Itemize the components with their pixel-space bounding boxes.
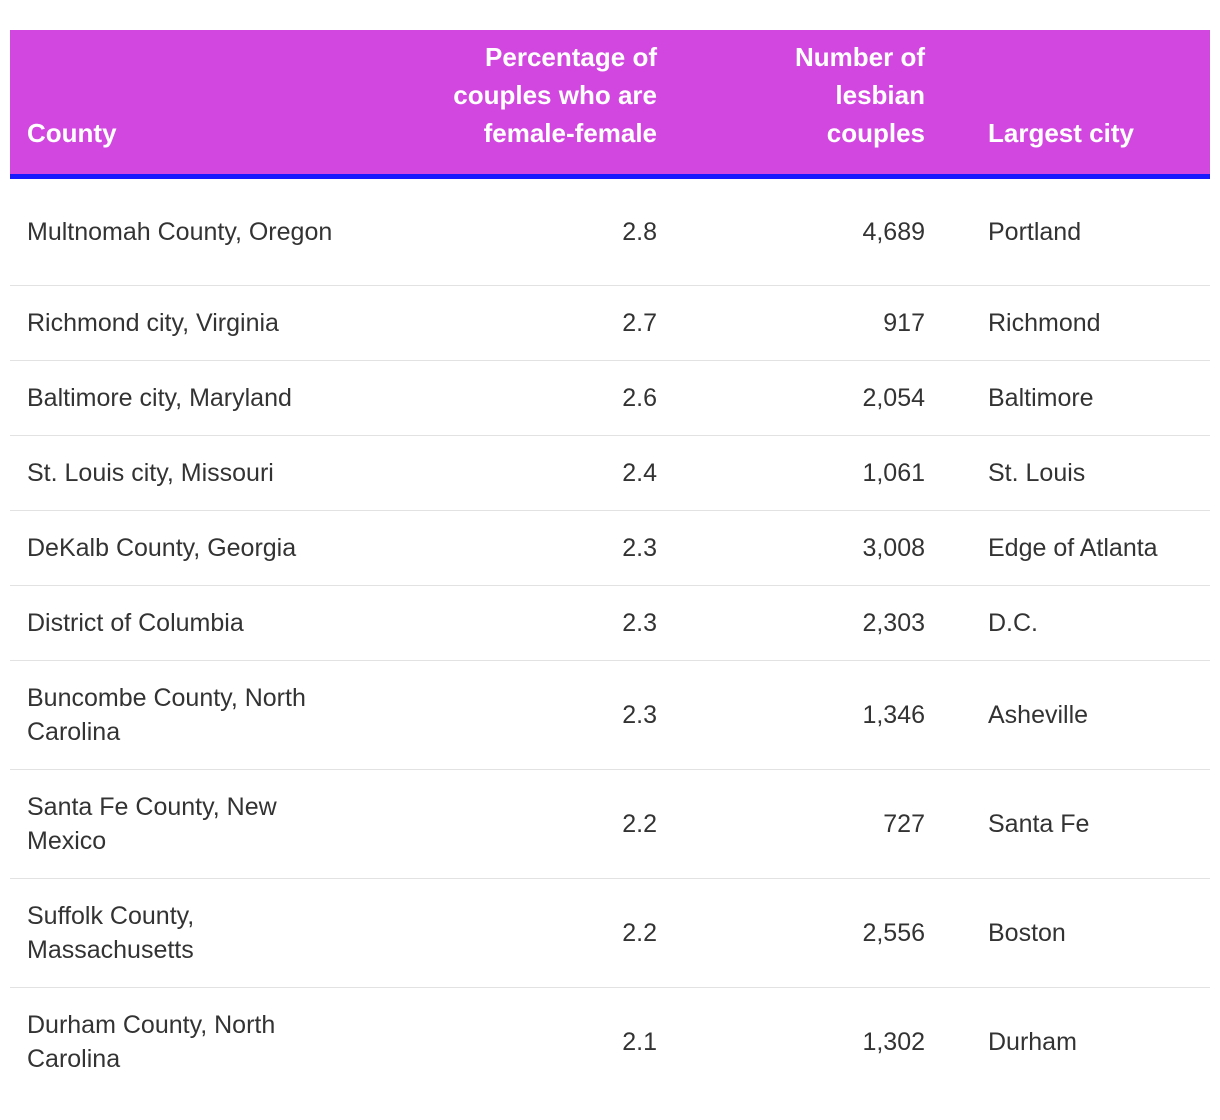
table-header: County Percentage of couples who are fem…	[10, 30, 1210, 179]
cell-largest-city: Santa Fe	[925, 769, 1210, 879]
table-body: Multnomah County, Oregon 2.8 4,689 Portland…	[10, 176, 1210, 1096]
county-name: Buncombe County, North Carolina	[27, 683, 306, 746]
cell-county: Durham County, North Carolina	[10, 987, 430, 1096]
data-table-container: County Percentage of couples who are fem…	[10, 30, 1210, 1096]
cell-largest-city: Asheville	[925, 660, 1210, 770]
cell-number: 917	[657, 285, 925, 361]
cell-number: 3,008	[657, 510, 925, 586]
county-name: St. Louis city, Missouri	[27, 458, 274, 487]
table-row: Multnomah County, Oregon 2.8 4,689 Portland	[10, 176, 1210, 286]
cell-largest-city: St. Louis	[925, 435, 1210, 511]
county-name: Santa Fe County, New Mexico	[27, 792, 277, 855]
county-name: Multnomah County, Oregon	[27, 217, 333, 246]
cell-percentage: 2.6	[430, 360, 657, 436]
county-name: DeKalb County, Georgia	[27, 533, 297, 562]
cell-number: 727	[657, 769, 925, 879]
cell-county: DeKalb County, Georgia	[10, 510, 430, 586]
county-name: Richmond city, Virginia	[27, 308, 279, 337]
cell-largest-city: Edge of Atlanta	[925, 510, 1210, 586]
cell-county: Santa Fe County, New Mexico	[10, 769, 430, 879]
cell-number: 2,556	[657, 878, 925, 988]
table-row: Richmond city, Virginia 2.7 917 Richmond	[10, 285, 1210, 361]
county-name: District of Columbia	[27, 608, 244, 637]
cell-county: Multnomah County, Oregon	[10, 176, 430, 286]
cell-number: 1,061	[657, 435, 925, 511]
cell-county: Richmond city, Virginia	[10, 285, 430, 361]
table-row: Durham County, North Carolina 2.1 1,302 Dur…	[10, 987, 1210, 1096]
column-header-number-label: Number of lesbian couples	[795, 41, 925, 148]
table-row: Suffolk County, Massachusetts 2.2 2,556 Bos…	[10, 878, 1210, 988]
cell-percentage: 2.3	[430, 660, 657, 770]
cell-percentage: 2.3	[430, 585, 657, 661]
cell-number: 1,346	[657, 660, 925, 770]
county-name: Baltimore city, Maryland	[27, 383, 292, 412]
column-header-number: Number of lesbian couples	[657, 30, 925, 179]
cell-percentage: 2.1	[622, 1027, 657, 1056]
cell-largest-city: Baltimore	[925, 360, 1210, 436]
column-header-county: County	[10, 30, 430, 179]
cell-number: 2,303	[657, 585, 925, 661]
table-row: District of Columbia 2.3 2,303 D.C.	[10, 585, 1210, 661]
table-row: Buncombe County, North Carolina 2.3 1,346 A…	[10, 660, 1210, 770]
cell-percentage: 2.7	[430, 285, 657, 361]
table-row: Santa Fe County, New Mexico 2.2 727 Santa F…	[10, 769, 1210, 879]
cell-number: 2,054	[657, 360, 925, 436]
cell-county: St. Louis city, Missouri	[10, 435, 430, 511]
cell-county: Baltimore city, Maryland	[10, 360, 430, 436]
column-header-percentage: Percentage of couples who are female-fem…	[430, 30, 657, 179]
cell-number: 4,689	[657, 176, 925, 286]
table-row: DeKalb County, Georgia 2.3 3,008 Edge of At…	[10, 510, 1210, 586]
cell-largest-city: Portland	[925, 176, 1210, 286]
county-table: County Percentage of couples who are fem…	[10, 30, 1210, 1096]
cell-county: Suffolk County, Massachusetts	[10, 878, 430, 988]
cell-county: District of Columbia	[10, 585, 430, 661]
cell-percentage: 2.8	[430, 176, 657, 286]
cell-largest-city: Richmond	[925, 285, 1210, 361]
table-row: St. Louis city, Missouri 2.4 1,061 St. Loui…	[10, 435, 1210, 511]
table-row: Baltimore city, Maryland 2.6 2,054 Baltimor…	[10, 360, 1210, 436]
cell-percentage: 2.2	[430, 769, 657, 879]
county-name: Durham County, North Carolina	[27, 1010, 276, 1073]
cell-percentage: 2.2	[430, 878, 657, 988]
cell-county: Buncombe County, North Carolina	[10, 660, 430, 770]
header-row: County Percentage of couples who are fem…	[10, 30, 1210, 179]
county-name: Suffolk County, Massachusetts	[27, 901, 195, 964]
cell-largest-city: Durham	[988, 1027, 1077, 1056]
cell-percentage: 2.3	[430, 510, 657, 586]
column-header-percentage-label: Percentage of couples who are female-fem…	[453, 41, 657, 148]
cell-largest-city: D.C.	[925, 585, 1210, 661]
cell-largest-city: Boston	[925, 878, 1210, 988]
column-header-largest-city: Largest city	[925, 30, 1210, 179]
cell-percentage: 2.4	[430, 435, 657, 511]
cell-number: 1,302	[862, 1027, 925, 1056]
